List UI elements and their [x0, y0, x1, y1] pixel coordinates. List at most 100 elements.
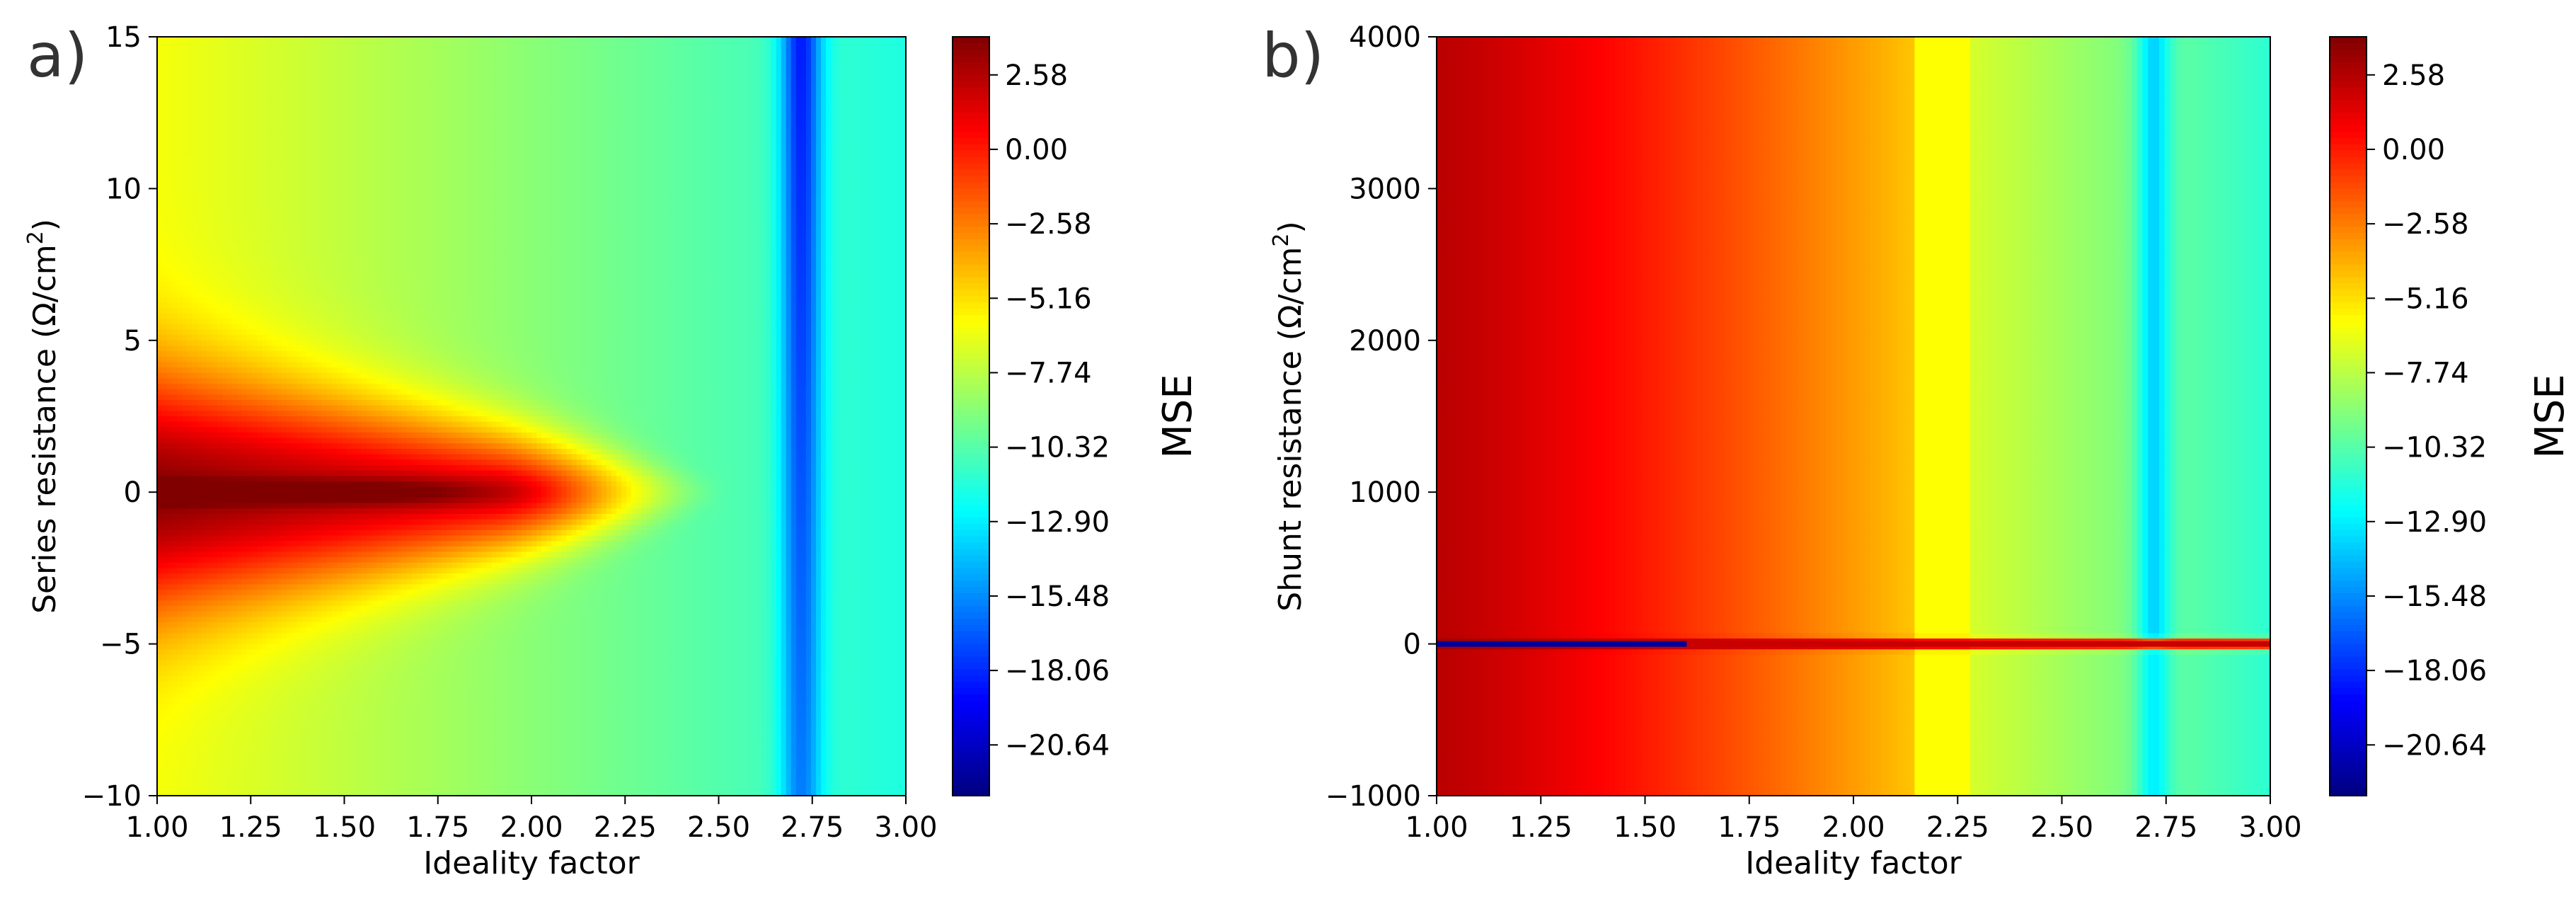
heatmap-cell [162, 178, 168, 183]
heatmap-cell [157, 633, 163, 639]
heatmap-cell [157, 595, 163, 601]
heatmap-cell [167, 135, 173, 140]
heatmap-cell [182, 53, 188, 59]
heatmap-cell [167, 416, 173, 422]
heatmap-cell [177, 237, 183, 243]
heatmap-cell [172, 253, 178, 259]
heatmap-cell [157, 693, 163, 699]
heatmap-cell [167, 617, 173, 622]
heatmap-cell [177, 763, 183, 769]
heatmap-cell [167, 362, 173, 367]
heatmap-cell [167, 774, 173, 779]
heatmap-cell [172, 514, 178, 520]
heatmap-cell [172, 248, 178, 254]
heatmap-cell [172, 498, 178, 503]
heatmap-cell [177, 655, 183, 660]
heatmap-cell [162, 731, 168, 736]
heatmap-cell [177, 129, 183, 135]
heatmap-cell [162, 221, 168, 227]
heatmap-cell [177, 373, 183, 379]
heatmap-cell [167, 665, 173, 671]
heatmap-cell [157, 476, 163, 481]
heatmap-cell [177, 677, 183, 682]
heatmap-cell [157, 302, 163, 308]
heatmap-cell [167, 69, 173, 75]
heatmap-cell [177, 275, 183, 281]
heatmap-cell [172, 757, 178, 763]
heatmap-cell [177, 541, 183, 547]
heatmap-cell [162, 47, 168, 53]
heatmap-cell [162, 449, 168, 454]
heatmap-cell [182, 139, 188, 145]
heatmap-cell [182, 411, 188, 416]
heatmap-cell [167, 394, 173, 400]
heatmap-cell [172, 47, 178, 53]
heatmap-cell [172, 628, 178, 634]
heatmap-cell [157, 373, 163, 379]
heatmap-cell [162, 308, 168, 314]
heatmap-cell [167, 281, 173, 287]
panel-a: 1.00 1.25 1.50 1.75 2.00 2.25 2.50 2.75 3.00−10−… [23, 21, 1201, 881]
heatmap-cell [172, 617, 178, 622]
heatmap-cell [172, 156, 178, 161]
heatmap-cell [182, 476, 188, 481]
heatmap-cell [162, 492, 168, 498]
heatmap-cell [157, 42, 163, 48]
heatmap-cell [162, 297, 168, 303]
heatmap-cell [157, 108, 163, 113]
heatmap-cell [167, 660, 173, 666]
heatmap-cell [177, 172, 183, 178]
heatmap-cell [182, 487, 188, 493]
heatmap-cell [162, 161, 168, 167]
heatmap-cell [167, 622, 173, 628]
heatmap-cell [172, 335, 178, 341]
heatmap-cell [167, 406, 173, 411]
heatmap-cell [162, 37, 168, 42]
heatmap-cell [157, 314, 163, 319]
heatmap-cell [157, 145, 163, 151]
heatmap-cell [172, 210, 178, 216]
heatmap-cell [172, 595, 178, 601]
heatmap-cell [162, 763, 168, 769]
heatmap-cell [162, 498, 168, 503]
heatmap-cell [167, 471, 173, 476]
heatmap-cell [167, 210, 173, 216]
heatmap-cell [157, 622, 163, 628]
heatmap-cell [167, 563, 173, 568]
heatmap-cell [162, 487, 168, 493]
heatmap-cell [157, 612, 163, 617]
heatmap-cell [167, 492, 173, 498]
heatmap-cell [177, 551, 183, 557]
heatmap-cell [172, 600, 178, 606]
heatmap-cell [182, 69, 188, 75]
heatmap-cell [177, 151, 183, 156]
heatmap-cell [157, 286, 163, 292]
heatmap-cell [157, 221, 163, 227]
heatmap-cell [162, 183, 168, 189]
heatmap-cell [177, 628, 183, 634]
heatmap-cell [172, 785, 178, 791]
heatmap-cell [177, 253, 183, 259]
heatmap-cell [182, 80, 188, 86]
heatmap-cell [167, 427, 173, 433]
heatmap-cell [157, 183, 163, 189]
heatmap-cell [162, 519, 168, 525]
heatmap-cell [162, 422, 168, 428]
heatmap-cell [167, 139, 173, 145]
heatmap-cell [182, 178, 188, 183]
heatmap-cell [162, 124, 168, 130]
heatmap-cell [182, 465, 188, 471]
heatmap-cell [167, 145, 173, 151]
heatmap-cell [182, 194, 188, 200]
heatmap-cell [157, 161, 163, 167]
heatmap-cell [157, 75, 163, 81]
heatmap-cell [177, 64, 183, 69]
heatmap-cell [162, 612, 168, 617]
heatmap-cell [167, 156, 173, 161]
heatmap-cell [172, 194, 178, 200]
heatmap-cell [172, 302, 178, 308]
heatmap-cell [167, 487, 173, 493]
heatmap-cell [162, 714, 168, 720]
heatmap-cell [177, 704, 183, 709]
heatmap-cell [177, 227, 183, 232]
